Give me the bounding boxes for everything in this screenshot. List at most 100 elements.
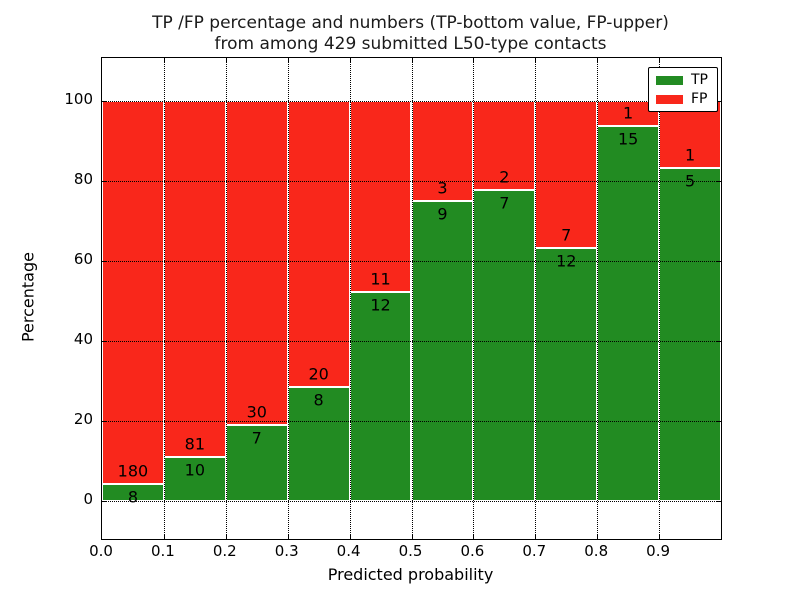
x-gridline [659,58,661,539]
x-tick-mark-top [163,58,165,63]
tp-count-label: 9 [437,204,448,224]
fp-count-label: 1 [623,103,634,123]
fp-count-label: 180 [117,461,149,481]
y-tick-mark-right [716,341,721,342]
x-tick-mark-top [411,58,413,63]
x-tick-label: 0.8 [584,542,609,560]
fp-count-label: 1 [684,145,696,165]
x-tick-label: 0.3 [274,542,299,560]
bar-segment-fp [225,101,288,426]
x-tick-label: 0.4 [336,542,361,560]
x-tick-mark-top [597,58,599,63]
tp-count-label: 8 [127,487,139,507]
x-tick-label: 0.6 [460,542,485,560]
fp-count-label: 3 [437,178,448,198]
tp-count-label: 12 [556,251,577,271]
y-tick-mark-left [102,421,107,422]
bar-segment-fp [659,101,721,168]
bar-segment-fp [349,101,412,293]
y-tick-label: 100 [64,90,93,108]
y-tick-label: 20 [73,410,93,428]
bar-segment-tp [102,483,164,501]
x-tick-label: 0.5 [398,542,423,560]
x-gridline [287,58,289,539]
x-tick-mark-bottom [473,534,475,539]
bar-segment-tp [535,248,598,501]
x-gridline [411,58,413,539]
x-tick-label: 0.0 [89,542,113,560]
tp-count-label: 12 [370,295,391,315]
x-tick-mark-bottom [411,534,413,539]
x-axis-label: Predicted probability [327,565,494,584]
y-tick-label: 80 [73,170,93,188]
bar-segment-fp [163,101,226,458]
plot-area: 180 8 81 10 30 7 20 8 11 12 3 9 2 7 7 12 1 15 1 5 TP FP [101,57,722,540]
x-tick-mark-top [287,58,289,63]
y-tick-label: 60 [73,250,93,268]
chart-title-line1: TP /FP percentage and numbers (TP-bottom… [152,13,669,33]
fp-count-label: 11 [370,269,391,289]
tp-color-swatch [656,75,683,85]
legend: TP FP [648,67,718,112]
chart-title: TP /FP percentage and numbers (TP-bottom… [101,13,720,55]
y-axis-label: Percentage [18,252,38,343]
bar-segment-fp [102,101,164,484]
y-tick-label: 0 [83,490,93,508]
y-tick-mark-left [102,261,107,262]
bar-segment-fp [287,101,350,387]
y-tick-mark-right [716,421,721,422]
fp-count-label: 20 [308,364,329,384]
y-tick-mark-right [716,501,721,502]
bar-segment-tp [411,201,474,501]
x-tick-mark-bottom [225,534,227,539]
y-tick-mark-left [102,101,107,102]
x-tick-label: 0.2 [212,542,237,560]
y-tick-mark-right [716,101,721,102]
x-tick-label: 0.9 [646,542,671,560]
chart-title-line2: from among 429 submitted L50-type contac… [214,34,607,54]
legend-item-tp: TP [656,73,708,87]
y-tick-mark-left [102,181,107,182]
x-tick-mark-bottom [349,534,351,539]
x-tick-mark-bottom [163,534,165,539]
legend-label-fp: FP [691,91,708,107]
tp-count-label: 8 [313,390,324,410]
x-tick-mark-bottom [287,534,289,539]
x-tick-mark-top [349,58,351,63]
bar-segment-tp [597,126,660,501]
bar-segment-tp [349,292,412,501]
y-tick-label: 40 [73,330,93,348]
x-tick-mark-top [473,58,475,63]
bar-segment-tp [659,167,721,501]
y-tick-mark-right [716,181,721,182]
x-tick-label: 0.1 [150,542,175,560]
bar-segment-fp [535,101,598,249]
x-tick-mark-bottom [659,534,661,539]
tp-count-label: 7 [251,428,262,448]
y-tick-mark-left [102,501,107,502]
x-tick-mark-bottom [597,534,599,539]
fp-count-label: 30 [246,402,267,422]
x-tick-label: 0.7 [522,542,547,560]
bar-segment-tp [287,386,350,501]
bar-segment-fp [473,101,536,190]
bar-segment-tp [163,457,226,501]
legend-label-tp: TP [691,72,708,88]
fp-count-label: 81 [184,434,206,454]
x-tick-mark-top [225,58,227,63]
x-tick-mark-top [659,58,661,63]
tp-count-label: 15 [617,129,639,149]
tp-count-label: 10 [184,460,206,480]
x-gridline [535,58,537,539]
tp-count-label: 7 [499,193,510,213]
fp-count-label: 7 [561,225,572,245]
x-gridline [225,58,227,539]
y-tick-mark-right [716,261,721,262]
x-tick-mark-bottom [535,534,537,539]
fp-count-label: 2 [499,167,510,187]
y-tick-mark-left [102,341,107,342]
x-gridline [163,58,165,539]
x-tick-mark-top [535,58,537,63]
x-gridline [473,58,475,539]
